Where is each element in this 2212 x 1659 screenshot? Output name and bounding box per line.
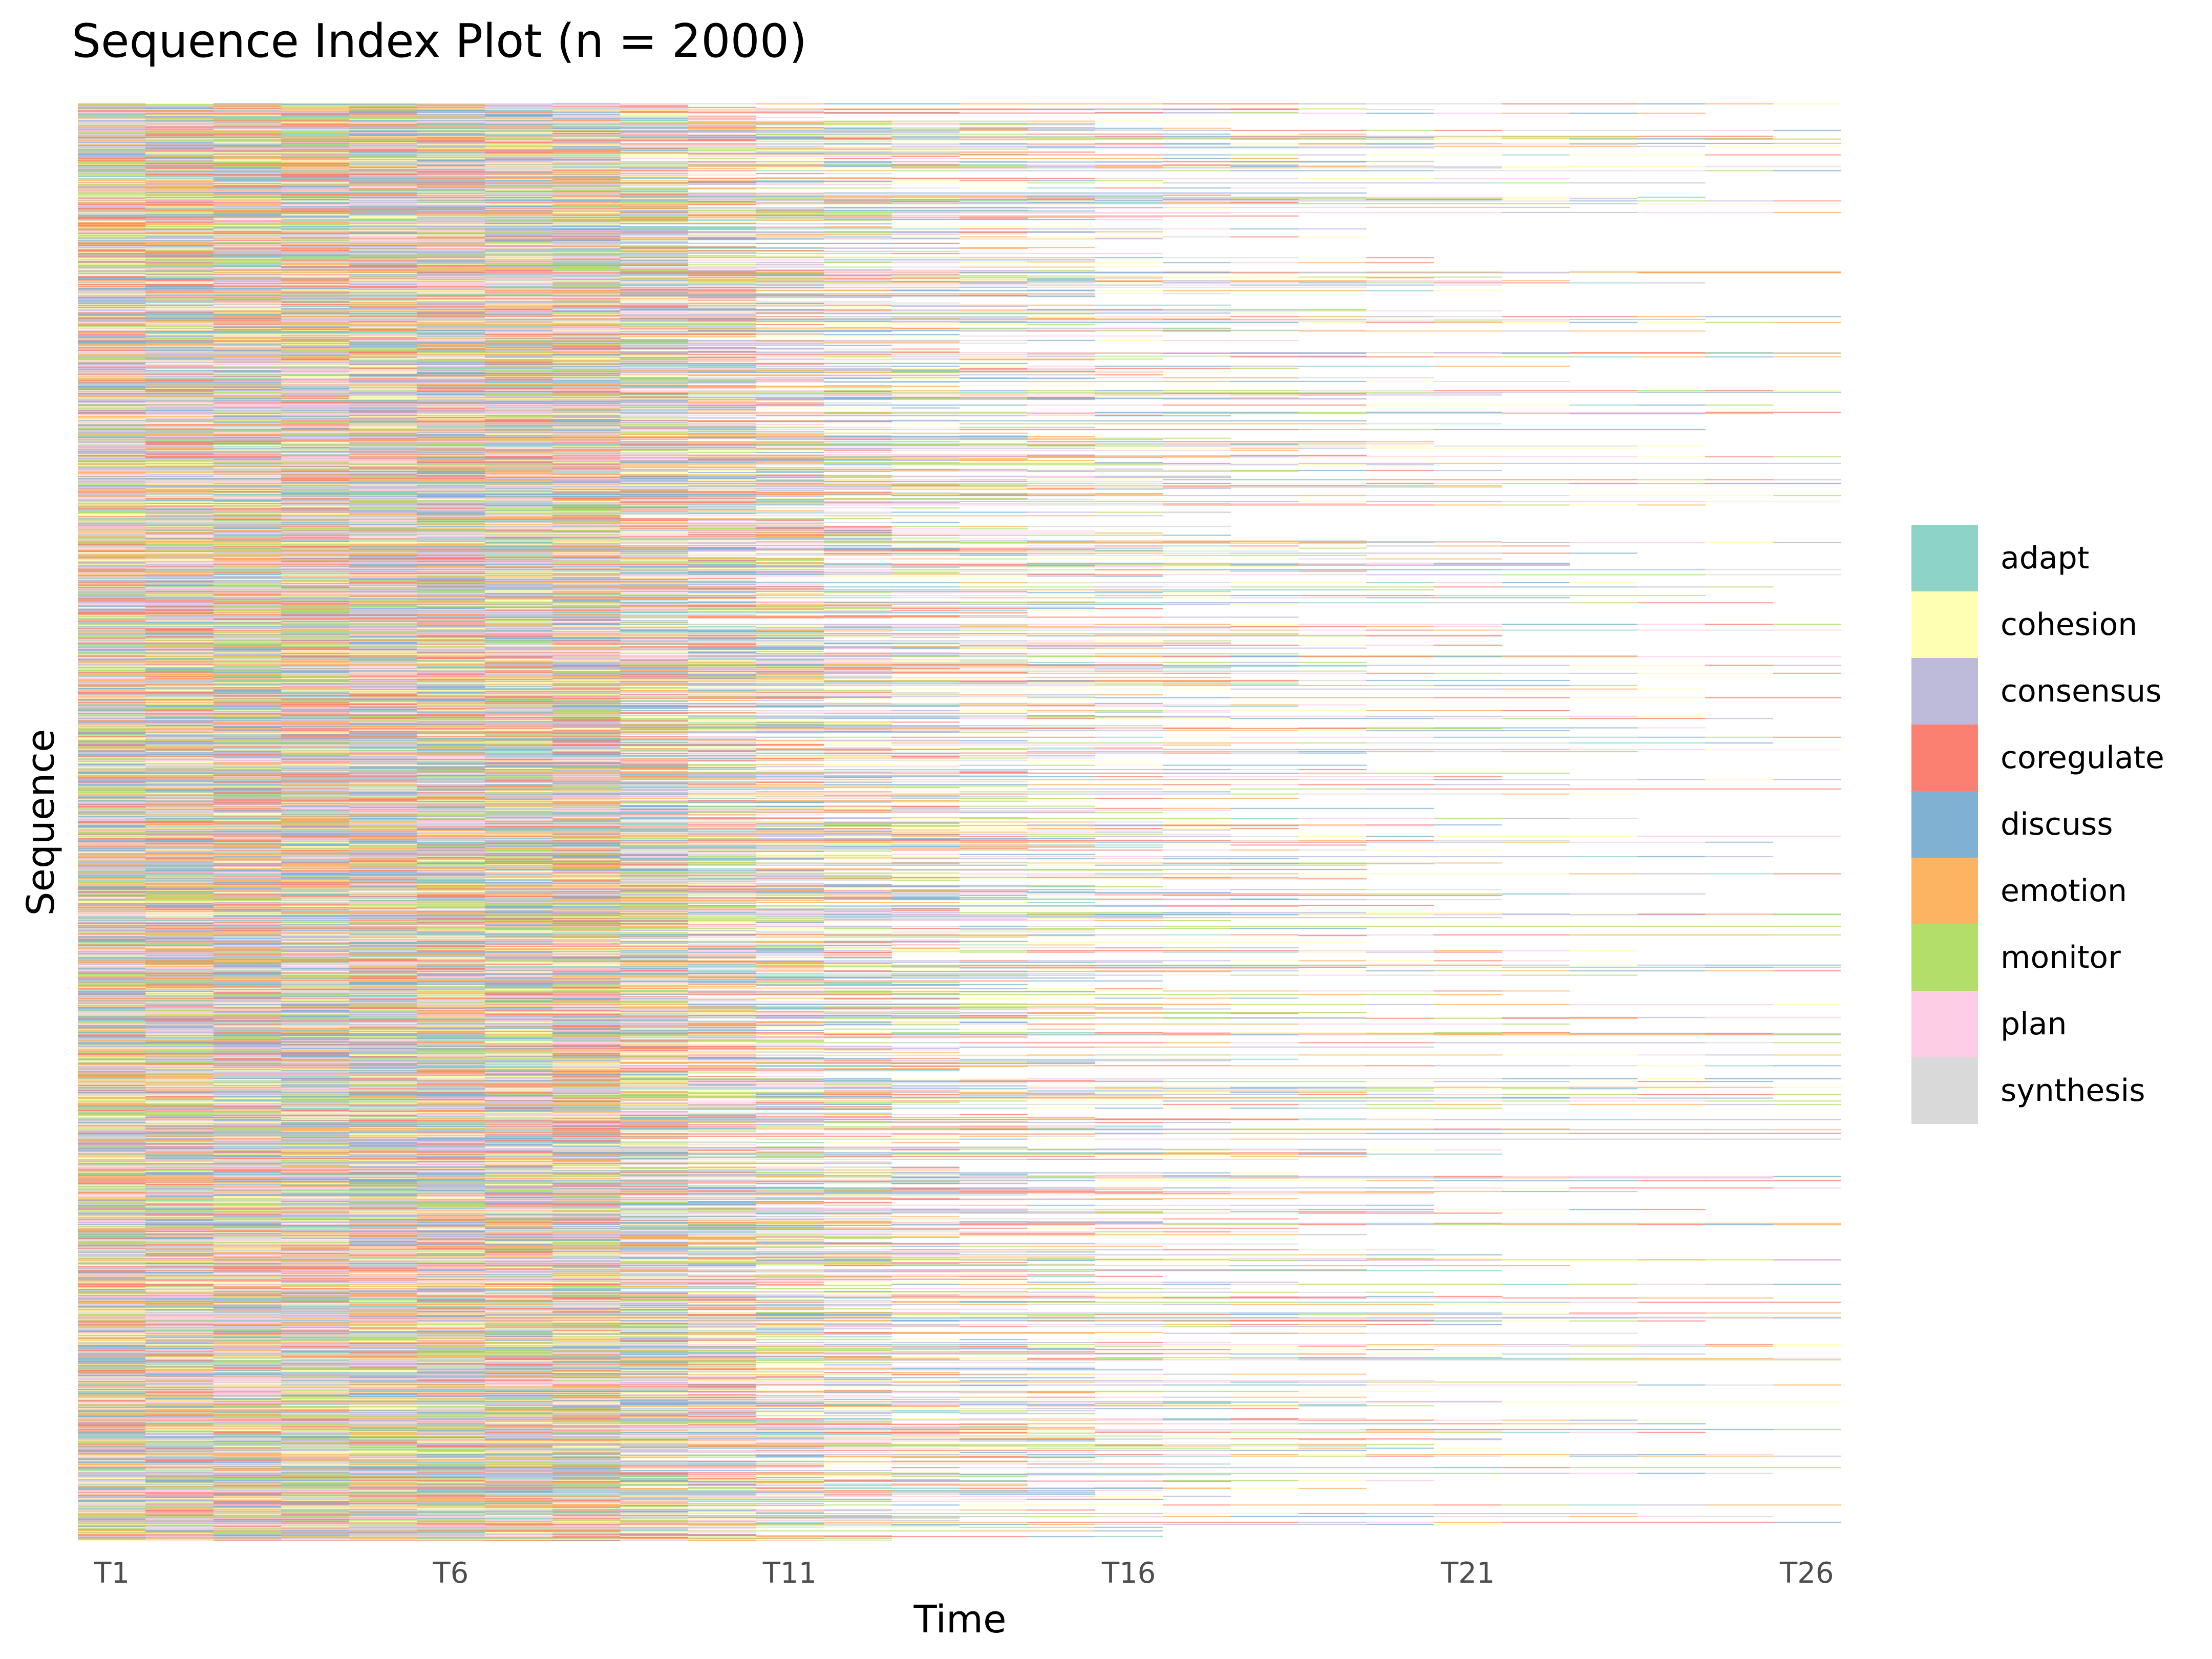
y-axis-label: Sequence [19, 729, 63, 916]
x-tick-label: T21 [1440, 1557, 1495, 1590]
legend-label: coregulate [2001, 740, 2164, 776]
legend-label: adapt [2001, 540, 2090, 576]
legend-item-plan: plan [1911, 991, 2164, 1057]
legend-item-emotion: emotion [1911, 858, 2164, 924]
legend-label: emotion [2001, 873, 2128, 909]
legend-label: consensus [2001, 673, 2162, 709]
legend-label: cohesion [2001, 607, 2138, 643]
legend-swatch [1911, 858, 1978, 924]
legend-item-discuss: discuss [1911, 791, 2164, 858]
x-axis-label: Time [913, 1598, 1007, 1642]
legend-label: monitor [2001, 940, 2121, 975]
legend-label: plan [2001, 1006, 2067, 1042]
legend: adapt cohesion consensus coregulate discuss e… [1911, 525, 2164, 1124]
legend-swatch [1911, 525, 1978, 591]
legend-label: synthesis [2001, 1073, 2145, 1109]
legend-item-adapt: adapt [1911, 525, 2164, 591]
legend-item-monitor: monitor [1911, 924, 2164, 991]
sequence-index-plot-area [78, 103, 1841, 1541]
x-tick-label: T11 [762, 1557, 817, 1590]
legend-swatch [1911, 1057, 1978, 1124]
legend-item-cohesion: cohesion [1911, 591, 2164, 658]
legend-swatch [1911, 658, 1978, 725]
chart-title: Sequence Index Plot (n = 2000) [72, 14, 807, 68]
legend-swatch [1911, 791, 1978, 858]
legend-item-consensus: consensus [1911, 658, 2164, 725]
legend-item-coregulate: coregulate [1911, 725, 2164, 791]
legend-item-synthesis: synthesis [1911, 1057, 2164, 1124]
x-tick-label: T16 [1101, 1557, 1156, 1590]
legend-swatch [1911, 591, 1978, 658]
x-tick-label: T26 [1780, 1557, 1834, 1590]
x-tick-label: T1 [94, 1557, 130, 1590]
legend-swatch [1911, 924, 1978, 991]
legend-swatch [1911, 725, 1978, 791]
legend-label: discuss [2001, 806, 2113, 842]
x-tick-label: T6 [433, 1557, 469, 1590]
legend-swatch [1911, 991, 1978, 1057]
